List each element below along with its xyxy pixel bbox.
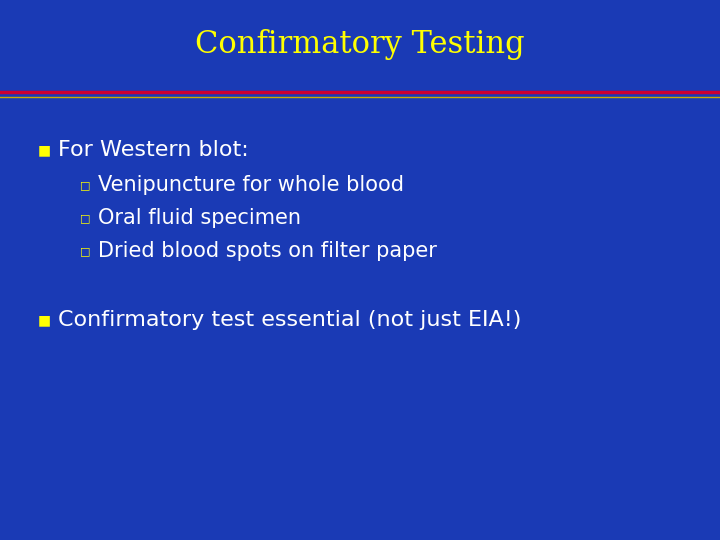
Text: ■: ■ xyxy=(38,143,51,157)
Text: For Western blot:: For Western blot: xyxy=(58,140,248,160)
Text: □: □ xyxy=(80,180,91,190)
Text: Confirmatory Testing: Confirmatory Testing xyxy=(195,30,525,60)
Text: Oral fluid specimen: Oral fluid specimen xyxy=(98,208,301,228)
Text: Venipuncture for whole blood: Venipuncture for whole blood xyxy=(98,175,404,195)
Text: □: □ xyxy=(80,246,91,256)
Text: Confirmatory test essential (not just EIA!): Confirmatory test essential (not just EI… xyxy=(58,310,521,330)
FancyBboxPatch shape xyxy=(0,0,720,90)
Text: □: □ xyxy=(80,213,91,223)
Text: ■: ■ xyxy=(38,313,51,327)
Text: Dried blood spots on filter paper: Dried blood spots on filter paper xyxy=(98,241,437,261)
